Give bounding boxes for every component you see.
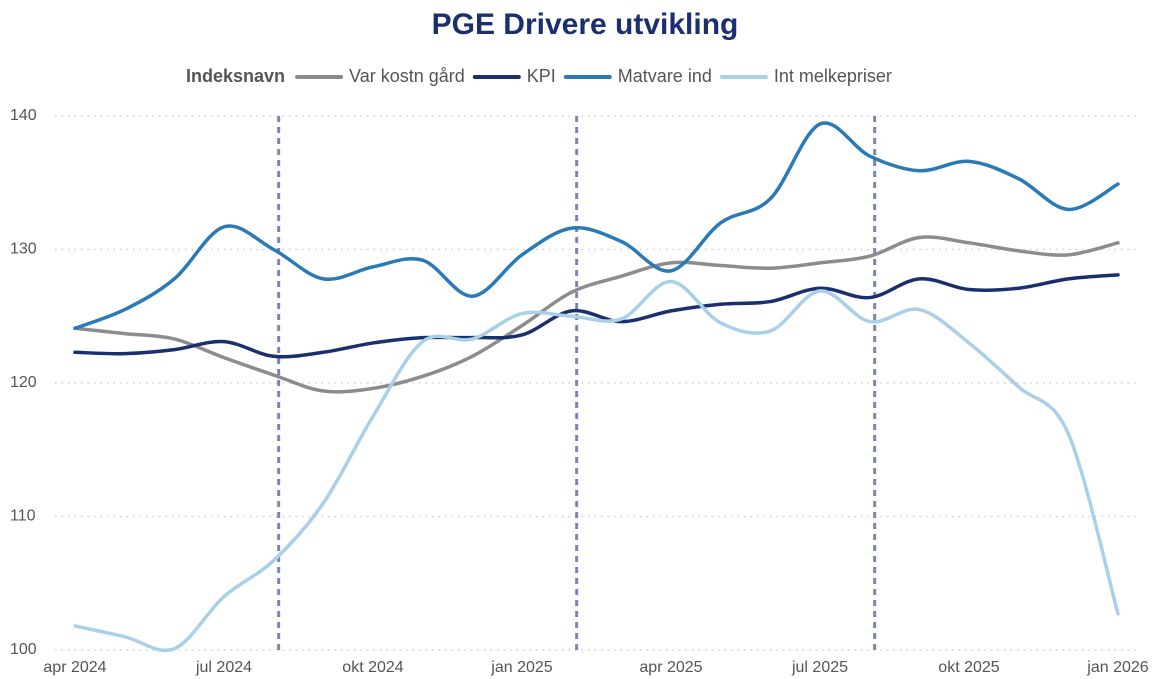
x-tick-label: okt 2025 bbox=[938, 659, 999, 676]
series-line bbox=[73, 235, 1120, 394]
x-tick-label: jan 2025 bbox=[490, 659, 552, 676]
legend-label: Int melkepriser bbox=[774, 66, 892, 86]
legend-label: Var kostn gård bbox=[349, 66, 465, 86]
legend-title: Indeksnavn bbox=[186, 66, 285, 86]
y-tick-label: 110 bbox=[10, 508, 36, 525]
series-line bbox=[73, 121, 1120, 331]
series-line bbox=[73, 279, 1120, 652]
x-tick-label: jul 2024 bbox=[195, 659, 252, 676]
y-tick-label: 120 bbox=[10, 374, 37, 391]
y-tick-label: 100 bbox=[10, 641, 37, 658]
x-tick-label: apr 2025 bbox=[639, 659, 702, 676]
y-tick-label: 140 bbox=[10, 107, 37, 124]
chart-title: PGE Drivere utvikling bbox=[432, 8, 739, 41]
x-tick-label: apr 2024 bbox=[43, 659, 106, 676]
y-tick-label: 130 bbox=[10, 241, 37, 258]
legend-label: Matvare ind bbox=[618, 66, 712, 86]
x-tick-label: jul 2025 bbox=[791, 659, 848, 676]
x-tick-label: jan 2026 bbox=[1086, 659, 1148, 676]
x-tick-label: okt 2024 bbox=[342, 659, 403, 676]
series-line bbox=[73, 273, 1120, 359]
legend-label: KPI bbox=[527, 66, 556, 86]
